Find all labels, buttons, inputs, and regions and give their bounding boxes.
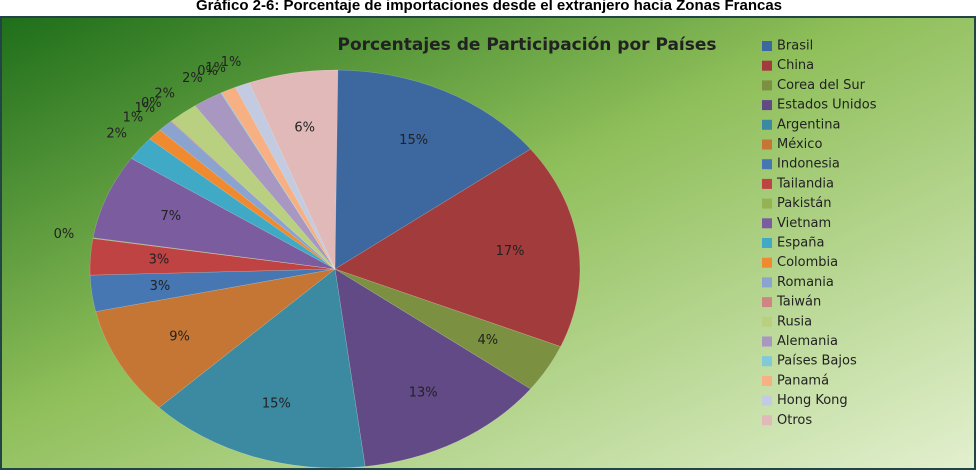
legend-label: Alemania [777,334,838,349]
pie-slice [334,268,561,390]
data-label: 3% [149,253,170,268]
legend-label: Pakistán [777,196,831,211]
data-label: 2% [106,126,127,141]
legend-label: Colombia [777,255,838,270]
legend-swatch [762,375,772,386]
data-label: 1% [221,55,242,70]
data-label: 0% [141,96,162,111]
data-label: 9% [169,329,190,344]
legend-swatch [762,415,772,426]
legend-label: España [777,236,824,251]
pie-slice [92,237,336,270]
legend-swatch [762,198,772,209]
legend-label: China [777,58,814,73]
legend-label: Taiwán [776,295,821,310]
legend-swatch [762,336,772,347]
data-label: 1% [134,101,155,116]
data-label: 7% [160,209,181,224]
legend-label: Otros [777,413,812,428]
data-label: 1% [123,111,144,126]
legend-swatch [762,395,772,406]
chart-title: Porcentajes de Participación por Países [337,35,716,55]
legend-label: Hong Kong [777,393,848,408]
legend-swatch [762,100,772,111]
data-label: 0% [197,64,218,79]
legend-label: Países Bajos [777,354,857,369]
data-label: 0% [54,227,75,242]
legend-label: México [777,137,822,152]
legend-label: Tailandia [776,176,834,191]
legend-label: Rusia [777,314,812,329]
pie-slice [221,86,336,270]
caption: Gráfico 2-6: Porcentaje de importaciones… [196,0,782,14]
data-label: 13% [409,386,438,401]
pie-slice [334,148,581,347]
pie-slice [159,121,336,270]
pie-slice [130,138,336,270]
legend-swatch [762,119,772,130]
legend-label: Panamá [777,373,829,388]
pie-slice [194,92,336,270]
legend-swatch [762,178,772,189]
legend-swatch [762,218,772,229]
legend-label: Brasil [777,39,813,54]
legend-label: Vietnam [777,216,831,231]
data-label: 1% [205,61,226,76]
legend-label: Romania [777,275,834,290]
legend-swatch [762,257,772,268]
legend-swatch [762,60,772,71]
legend-swatch [762,41,772,51]
pie-slice [149,129,336,270]
legend-label: Estados Unidos [777,98,877,113]
legend-label: Indonesia [777,157,840,172]
pie-slice [334,268,531,467]
data-label: 3% [150,279,171,294]
data-label: 2% [182,71,203,86]
pie-slice [95,268,336,408]
pie-slice [92,158,336,270]
legend-swatch [762,139,772,150]
legend-swatch [762,159,772,170]
data-label: 17% [496,244,525,259]
pie-slice [234,82,336,270]
legend-label: Corea del Sur [777,78,866,93]
legend-swatch [762,238,772,248]
legend-swatch [762,356,772,367]
data-label: 15% [262,397,291,412]
pie-slice [248,69,339,270]
data-label: 4% [477,333,498,348]
pie-slice [89,238,336,276]
pie-slice [334,69,531,270]
legend-swatch [762,297,772,308]
legend-label: Argentina [777,117,840,132]
data-label: 15% [399,133,428,148]
legend-swatch [762,316,772,327]
legend-swatch [762,277,772,288]
pie-slice [170,120,336,270]
pie-slice [158,268,366,469]
pie-slice [89,268,336,312]
data-label: 6% [294,120,315,135]
data-label: 2% [154,87,175,102]
pie-slice [171,105,336,270]
legend-swatch [762,80,772,91]
